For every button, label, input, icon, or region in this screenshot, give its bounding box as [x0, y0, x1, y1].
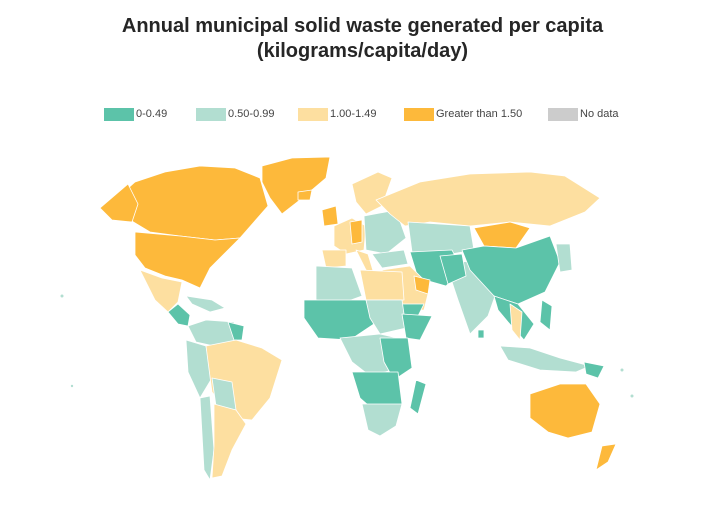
region-north-africa-west [315, 265, 363, 305]
region-pacific-islands [70, 384, 74, 388]
legend-label: 1.00-1.49 [330, 108, 377, 120]
legend-swatch [298, 107, 328, 121]
region-australia [529, 383, 601, 439]
region-sudan [365, 299, 407, 335]
legend-swatch [196, 107, 226, 121]
region-mexico [139, 269, 183, 313]
region-uk-ireland [321, 205, 339, 227]
legend-label: 0-0.49 [136, 108, 168, 120]
region-greenland [261, 156, 331, 215]
map-title: Annual municipal solid waste generated p… [0, 14, 725, 64]
legend-item-050-099: 0.50-0.99 [196, 106, 274, 122]
legend-swatch [548, 107, 578, 121]
region-korea-japan [555, 243, 573, 273]
region-horn-of-africa [401, 313, 433, 341]
region-guianas [227, 321, 245, 341]
region-new-zealand [595, 443, 617, 471]
region-canada [107, 165, 269, 241]
region-pacific-islands [620, 368, 624, 372]
region-argentina [211, 403, 247, 479]
legend-label: Greater than 1.50 [436, 108, 523, 120]
region-germany-switzerland [349, 219, 363, 245]
region-pakistan [439, 253, 467, 285]
legend-item-100-149: 1.00-1.49 [298, 106, 376, 122]
region-chile [199, 395, 215, 481]
region-sahel-west-africa [303, 299, 375, 341]
region-indonesia [499, 345, 591, 373]
region-caribbean [185, 295, 226, 313]
legend-item-0-049: 0-0.49 [104, 106, 167, 122]
region-iberia [321, 249, 347, 269]
region-sri-lanka [477, 329, 485, 339]
region-libya-egypt [359, 269, 405, 301]
region-china [461, 235, 561, 305]
region-gulf-states [413, 275, 431, 295]
region-pacific-islands [60, 294, 64, 298]
region-ecuador-peru [185, 339, 213, 399]
region-turkey-caucasus [371, 249, 409, 269]
legend-item-greater-150: Greater than 1.50 [404, 106, 522, 122]
region-united-states [134, 231, 241, 289]
region-central-asia [407, 221, 475, 257]
region-madagascar [409, 379, 427, 415]
region-papua [583, 361, 605, 379]
region-mongolia [473, 221, 531, 249]
region-central-america [167, 303, 191, 327]
region-south-africa [361, 403, 403, 437]
legend-label: 0.50-0.99 [228, 108, 275, 120]
legend-label: No data [580, 108, 619, 120]
region-pacific-islands [630, 394, 634, 398]
legend: 0-0.49 0.50-0.99 1.00-1.49 Greater than … [0, 106, 725, 122]
title-line-1: Annual municipal solid waste generated p… [121, 15, 604, 37]
legend-swatch [104, 107, 134, 121]
region-east-africa [379, 337, 413, 381]
region-thailand-malaysia [509, 303, 523, 341]
region-philippines [539, 299, 553, 331]
region-iceland [297, 189, 313, 201]
region-alaska [99, 183, 139, 223]
world-map [0, 140, 725, 523]
legend-swatch [404, 107, 434, 121]
region-russia [375, 171, 601, 227]
title-line-2: (kilograms/capita/day) [256, 40, 469, 62]
legend-item-no-data: No data [548, 106, 619, 122]
